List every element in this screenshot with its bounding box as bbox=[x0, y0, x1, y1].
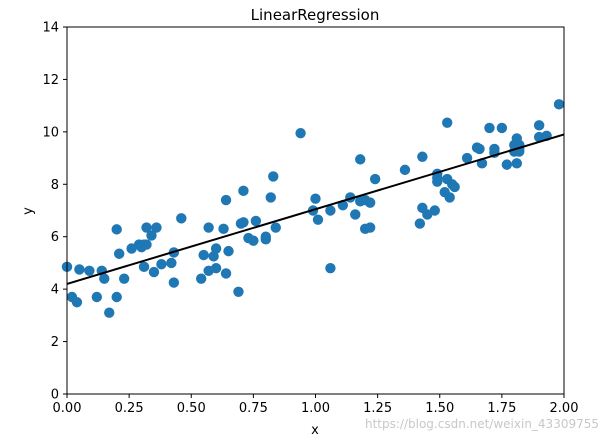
y-tick-label: 4 bbox=[51, 283, 59, 298]
x-tick-label: 0.00 bbox=[53, 401, 82, 416]
data-point bbox=[489, 143, 500, 155]
y-tick-label: 12 bbox=[42, 73, 59, 88]
data-point bbox=[312, 214, 324, 225]
plot-area bbox=[61, 99, 565, 318]
data-point bbox=[151, 222, 162, 233]
x-tick-label: 0.50 bbox=[177, 401, 206, 416]
data-point bbox=[414, 218, 426, 229]
data-point bbox=[148, 266, 160, 278]
data-point bbox=[364, 197, 376, 208]
data-point bbox=[84, 265, 95, 276]
x-tick-label: 1.25 bbox=[363, 401, 392, 416]
data-point bbox=[364, 222, 376, 233]
data-point bbox=[233, 286, 244, 297]
y-tick-label: 14 bbox=[42, 21, 59, 36]
y-tick-label: 0 bbox=[51, 388, 59, 403]
data-point bbox=[146, 230, 157, 241]
regression-line bbox=[66, 133, 565, 285]
data-point bbox=[295, 127, 306, 139]
data-point bbox=[461, 152, 473, 164]
data-point bbox=[99, 273, 110, 284]
x-tick-label: 0.25 bbox=[115, 401, 144, 416]
data-point bbox=[238, 185, 249, 197]
data-point bbox=[250, 215, 262, 227]
data-point bbox=[210, 262, 222, 274]
x-tick-label: 0.75 bbox=[239, 401, 268, 416]
data-point bbox=[399, 164, 411, 176]
data-point bbox=[484, 122, 495, 134]
data-point bbox=[210, 243, 222, 254]
data-point bbox=[449, 181, 460, 193]
data-point bbox=[501, 159, 513, 170]
data-point bbox=[369, 173, 381, 185]
data-point bbox=[442, 117, 453, 128]
data-point bbox=[355, 154, 366, 165]
data-point bbox=[444, 192, 455, 203]
data-point bbox=[111, 224, 122, 235]
data-point bbox=[74, 264, 85, 275]
y-axis: 0 2 4 6 8 10 12 14 bbox=[42, 21, 67, 403]
data-point bbox=[270, 222, 281, 233]
y-axis-label: y bbox=[21, 207, 36, 215]
data-point bbox=[203, 222, 214, 233]
data-point bbox=[268, 171, 279, 182]
data-point bbox=[417, 151, 428, 162]
data-point bbox=[166, 257, 177, 269]
y-tick-label: 2 bbox=[51, 335, 59, 350]
data-point bbox=[325, 262, 336, 274]
data-point bbox=[260, 231, 271, 242]
x-tick-label: 1.50 bbox=[425, 401, 454, 416]
y-tick-label: 6 bbox=[51, 230, 59, 245]
watermark-text: https://blog.csdn.net/weixin_43309755 bbox=[365, 417, 599, 431]
y-tick-label: 8 bbox=[51, 178, 59, 193]
x-axis-label: x bbox=[311, 423, 319, 438]
x-axis: 0.00 0.25 0.50 0.75 1.00 1.25 1.50 1.75 2.00 bbox=[53, 394, 579, 416]
data-point bbox=[168, 277, 180, 288]
data-point bbox=[141, 222, 152, 233]
data-point bbox=[474, 143, 485, 155]
data-point bbox=[310, 193, 321, 204]
x-tick-label: 2.00 bbox=[550, 401, 579, 416]
data-point bbox=[248, 235, 259, 246]
data-point bbox=[138, 261, 150, 273]
data-point bbox=[325, 205, 336, 216]
data-point bbox=[71, 297, 83, 308]
data-point bbox=[195, 273, 207, 284]
data-point bbox=[350, 209, 361, 220]
data-point bbox=[511, 158, 522, 169]
chart-title: LinearRegression bbox=[251, 6, 380, 24]
data-point bbox=[111, 291, 122, 303]
data-point bbox=[553, 99, 565, 110]
data-point bbox=[156, 259, 167, 270]
data-point bbox=[198, 249, 209, 261]
data-point bbox=[104, 307, 115, 318]
data-point bbox=[118, 273, 130, 284]
data-point bbox=[265, 192, 276, 203]
data-point bbox=[218, 223, 229, 235]
data-point bbox=[91, 291, 103, 303]
data-point bbox=[176, 213, 187, 224]
data-point bbox=[533, 120, 545, 131]
data-point bbox=[141, 239, 152, 250]
data-point bbox=[220, 268, 232, 279]
x-tick-label: 1.75 bbox=[487, 401, 516, 416]
data-point bbox=[113, 248, 125, 259]
x-tick-label: 1.00 bbox=[301, 401, 330, 416]
data-point bbox=[429, 205, 440, 216]
data-point bbox=[432, 176, 443, 187]
data-point bbox=[496, 122, 508, 134]
data-point bbox=[208, 251, 219, 262]
data-point bbox=[238, 217, 249, 228]
data-point bbox=[220, 194, 232, 206]
data-point bbox=[223, 245, 234, 257]
y-tick-label: 10 bbox=[42, 125, 59, 140]
